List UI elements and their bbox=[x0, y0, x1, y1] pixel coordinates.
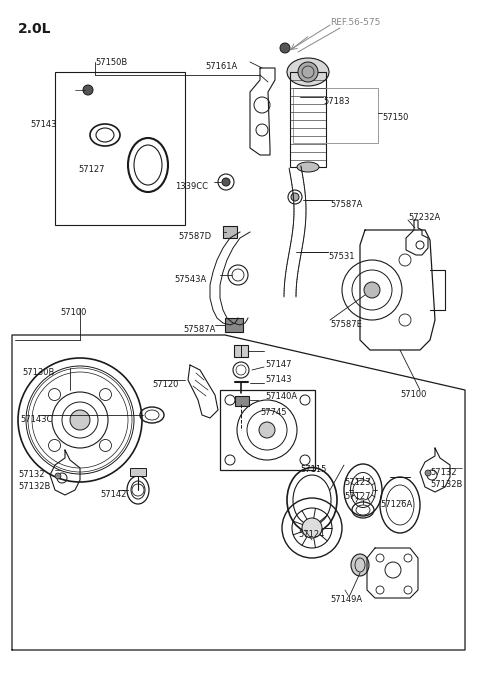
Text: 57150: 57150 bbox=[382, 113, 408, 122]
Bar bbox=[290, 72, 326, 167]
Text: 57232A: 57232A bbox=[408, 213, 440, 222]
Text: REF.56-575: REF.56-575 bbox=[330, 18, 380, 27]
Text: 57124: 57124 bbox=[298, 530, 324, 539]
Text: 57150B: 57150B bbox=[95, 58, 127, 67]
Text: 1339CC: 1339CC bbox=[175, 182, 208, 191]
Text: 57143C: 57143C bbox=[20, 415, 52, 424]
Ellipse shape bbox=[351, 554, 369, 576]
Text: 57587D: 57587D bbox=[178, 232, 211, 241]
Circle shape bbox=[55, 473, 61, 479]
Circle shape bbox=[364, 282, 380, 298]
Text: 57123: 57123 bbox=[344, 478, 371, 487]
Circle shape bbox=[302, 518, 322, 538]
Text: 57587A: 57587A bbox=[183, 325, 216, 334]
Text: 57147: 57147 bbox=[265, 360, 291, 369]
Text: 57132B: 57132B bbox=[18, 482, 50, 491]
Text: 57132B: 57132B bbox=[430, 480, 462, 489]
Text: 57120: 57120 bbox=[152, 380, 179, 389]
Ellipse shape bbox=[287, 58, 329, 86]
Text: 57543A: 57543A bbox=[174, 275, 206, 284]
Text: 57143: 57143 bbox=[30, 120, 57, 129]
Bar bbox=[225, 318, 243, 332]
Bar bbox=[223, 226, 237, 238]
Text: 57142: 57142 bbox=[100, 490, 126, 499]
Text: 57132: 57132 bbox=[430, 468, 456, 477]
Text: 57587E: 57587E bbox=[330, 320, 362, 329]
Bar bbox=[293, 88, 378, 143]
Bar bbox=[235, 396, 249, 406]
Circle shape bbox=[222, 178, 230, 186]
Ellipse shape bbox=[297, 162, 319, 172]
Text: 57183: 57183 bbox=[323, 97, 349, 106]
Circle shape bbox=[291, 193, 299, 201]
Bar bbox=[130, 468, 146, 476]
Circle shape bbox=[298, 62, 318, 82]
Circle shape bbox=[425, 470, 431, 476]
Bar bbox=[220, 390, 315, 470]
Text: 57140A: 57140A bbox=[265, 392, 297, 401]
Text: 57126A: 57126A bbox=[380, 500, 412, 509]
Bar bbox=[234, 345, 248, 357]
Circle shape bbox=[259, 422, 275, 438]
Text: 57132: 57132 bbox=[18, 470, 45, 479]
Text: 57149A: 57149A bbox=[330, 595, 362, 604]
Circle shape bbox=[83, 85, 93, 95]
Text: 57130B: 57130B bbox=[22, 368, 54, 377]
Text: 57127: 57127 bbox=[344, 492, 371, 501]
Text: 2.0L: 2.0L bbox=[18, 22, 51, 36]
Text: 57115: 57115 bbox=[300, 465, 326, 474]
Text: 57587A: 57587A bbox=[330, 200, 362, 209]
Text: 57100: 57100 bbox=[60, 308, 86, 317]
Text: 57745: 57745 bbox=[260, 408, 287, 417]
Text: 57161A: 57161A bbox=[205, 62, 237, 71]
Text: 57100: 57100 bbox=[400, 390, 426, 399]
Text: 57531: 57531 bbox=[328, 252, 355, 261]
Text: 57143: 57143 bbox=[265, 375, 291, 384]
Circle shape bbox=[280, 43, 290, 53]
Circle shape bbox=[70, 410, 90, 430]
Bar bbox=[55, 72, 185, 225]
Text: 57127: 57127 bbox=[78, 165, 105, 174]
